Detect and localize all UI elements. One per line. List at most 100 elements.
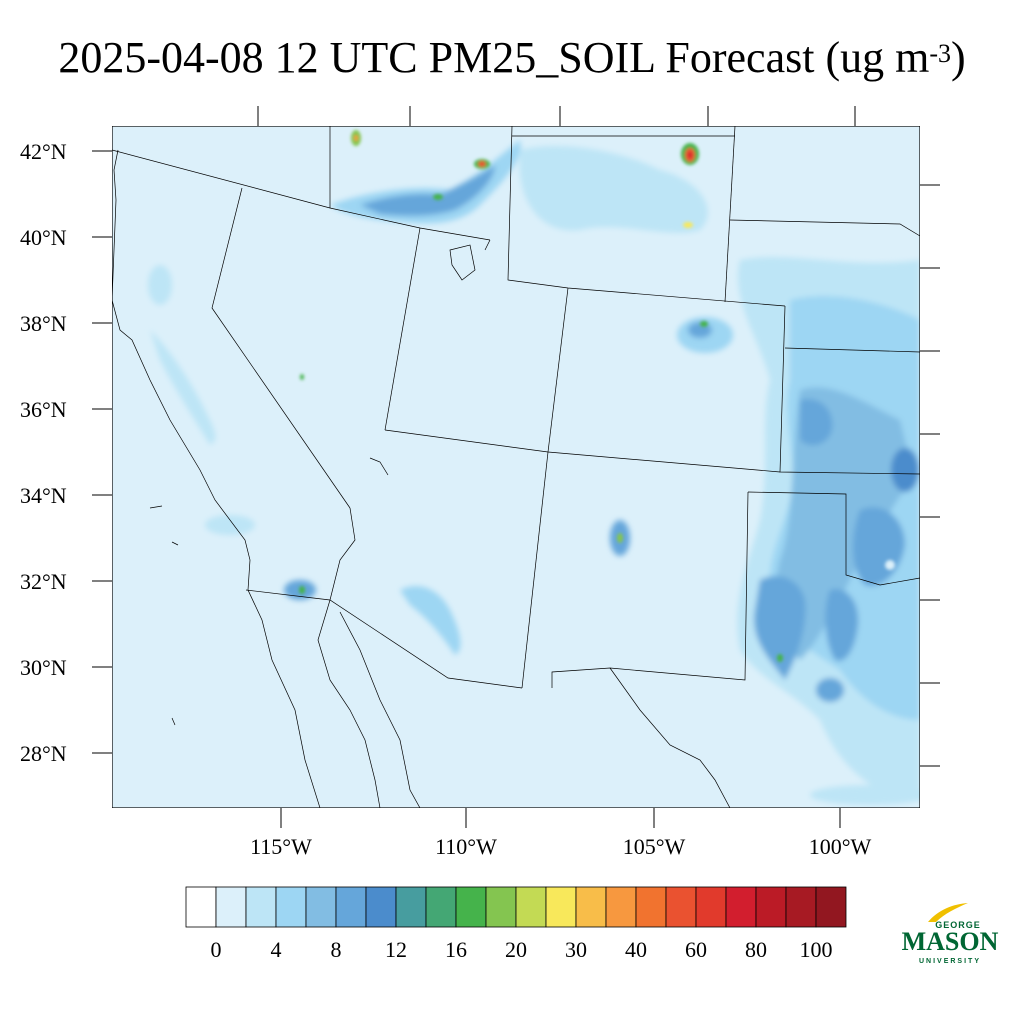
colorbar-swatch [605,886,637,928]
colorbar-swatch [395,886,427,928]
title-close: ) [951,33,966,82]
plains-core-south2 [816,678,844,702]
hotspot-tx [777,654,783,662]
colorbar-swatch [335,886,367,928]
colorbar [185,886,847,928]
logo-bottom-text: UNIVERSITY [919,958,981,965]
lake-shape [449,244,476,281]
hotspot-nm [617,533,623,543]
colorbar-label: 8 [331,937,342,962]
lat-label: 38°N [20,311,67,336]
colorbar-swatch [515,886,547,928]
lon-label: 115°W [250,834,312,859]
colorbar-swatch [785,886,817,928]
baja-gulf [317,599,381,808]
logo-swoosh-icon [928,903,968,922]
bottom-ticks [280,808,841,828]
colorbar-label: 40 [625,937,647,962]
ks-ok-line [784,347,920,353]
island-3 [171,717,176,726]
colorbar-label: 4 [271,937,282,962]
hotspot-wy-south-core [478,161,486,167]
logo-top-text: GEORGE [935,920,981,930]
hotspots [299,130,895,662]
hotspot-border [299,586,305,594]
baja-gulf-east [339,611,421,808]
lat-label: 36°N [20,397,67,422]
right-ticks [920,184,940,767]
plains-plume-dark [776,387,915,660]
colorbar-swatch [485,886,517,928]
left-ticks [92,150,112,754]
colorbar-swatch [275,886,307,928]
colorbar-label: 20 [505,937,527,962]
lat-label: 28°N [20,741,67,766]
colorbar-label: 100 [800,937,833,962]
colorbar-swatch [215,886,247,928]
plains-core-south [825,589,859,661]
colorbar-swatch [635,886,667,928]
hotspot-ok-light [885,560,895,570]
gulf-patch [810,785,920,805]
wy-south [507,126,786,307]
channel-island-2 [171,541,179,546]
co-ut-line [547,287,569,453]
plains-core-east2 [891,448,919,492]
logo-main-text: MASON [902,927,999,956]
colorbar-swatch [575,886,607,928]
longitude-labels: 115°W 110°W 105°W 100°W [250,834,871,859]
map-title: 2025-04-08 12 UTC PM25_SOIL Forecast (ug… [0,30,1024,86]
colorbar-swatch [245,886,277,928]
colorbar-label: 0 [211,937,222,962]
idaho-patch [148,265,172,305]
plains-core-west [754,576,806,680]
hotspot-ne [683,222,693,228]
colorbar-swatch [425,886,457,928]
us-mexico-border [245,589,523,689]
nv-ut-line [384,227,421,431]
lake-mead [369,457,389,476]
or-boundary [112,149,491,241]
tx-mexico [609,667,731,808]
ne-line [724,126,736,303]
lon-label: 110°W [435,834,497,859]
colorbar-swatch [665,886,697,928]
colorbar-swatch [695,886,727,928]
lat-label: 32°N [20,569,67,594]
colorbar-swatch [725,886,757,928]
lat-label: 42°N [20,139,67,164]
hotspot-ut [433,194,443,200]
lat-label: 30°N [20,655,67,680]
plot-area [112,126,920,808]
arizona-streak [400,586,461,655]
colorbar-label: 80 [745,937,767,962]
latitude-labels: 42°N 40°N 38°N 36°N 34°N 32°N 30°N 28°N [20,139,67,766]
hotspot-ca [300,374,304,380]
colorbar-swatch [545,886,577,928]
concentration-fields [148,140,920,805]
colorbar-swatch [365,886,397,928]
ne-south [729,219,920,237]
lon-label: 100°W [809,834,872,859]
gmu-logo: GEORGE MASON UNIVERSITY [902,903,999,965]
socal-patch [205,515,255,535]
nebraska-patch [519,146,708,233]
cal-valley [150,330,216,445]
hotspot-co [700,321,708,327]
colorbar-swatch [815,886,847,928]
lat-label: 34°N [20,483,67,508]
colorbar-swatch [455,886,487,928]
plains-core-north [800,399,833,446]
colorbar-label: 12 [385,937,407,962]
west-coast [112,149,321,808]
lat-label: 40°N [20,225,67,250]
ok-tx-line [747,491,920,586]
hotspot-wy-north-peak [688,152,692,158]
hotspot-id-core [354,135,358,141]
co-ne-line [484,239,491,251]
title-exponent: -3 [929,39,951,68]
top-ticks [257,106,856,126]
colorbar-swatch [755,886,787,928]
boundaries [112,126,920,808]
